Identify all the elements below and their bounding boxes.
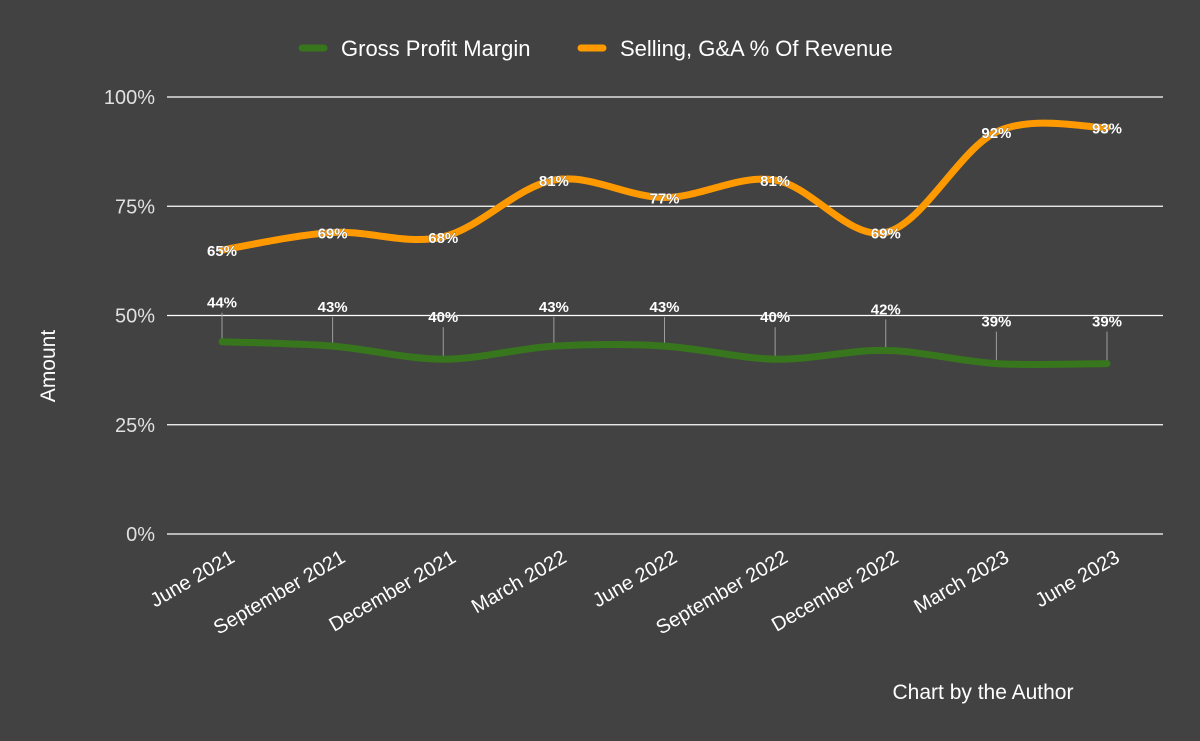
data-label: 81% (539, 173, 569, 190)
data-labels: 44% 43% 40% 43% 43% 40% 42% 39% 39% 65% 69% 68% 81% 7… (207, 120, 1123, 331)
data-label: 69% (318, 225, 348, 242)
series-line-0 (218, 338, 1111, 369)
y-tick-label: 0% (126, 524, 155, 546)
chart-credit: Chart by the Author (893, 681, 1074, 704)
data-label: 93% (1092, 121, 1122, 138)
data-label: 42% (871, 301, 901, 318)
data-label: 43% (649, 299, 679, 316)
data-label: 81% (760, 173, 790, 190)
data-label: 69% (871, 225, 901, 242)
y-tick-label: 50% (115, 306, 155, 328)
series-lines (218, 119, 1111, 369)
data-label: 43% (318, 299, 348, 316)
data-label: 77% (649, 191, 679, 208)
data-label: 39% (1092, 314, 1122, 331)
data-label: 43% (539, 299, 569, 316)
y-axis-label: Amount (37, 330, 60, 403)
legend-label-0: Gross Profit Margin (341, 36, 531, 61)
y-tick-label: 100% (104, 87, 155, 109)
gridlines (167, 96, 1163, 535)
data-label: 40% (760, 309, 790, 326)
data-label: 39% (981, 314, 1011, 331)
label-leader-lines (221, 312, 1108, 364)
data-label: 68% (428, 230, 458, 247)
series-line-1 (218, 119, 1111, 254)
y-tick-label: 25% (115, 415, 155, 437)
y-axis-ticks: 0% 25% 50% 75% 100% (104, 87, 155, 546)
data-label: 44% (207, 295, 237, 312)
data-label: 65% (207, 243, 237, 260)
data-label: 40% (428, 309, 458, 326)
legend-label-1: Selling, G&A % Of Revenue (620, 36, 893, 61)
data-label: 92% (981, 125, 1011, 142)
y-tick-label: 75% (115, 196, 155, 218)
legend: Gross Profit Margin Selling, G&A % Of Rev… (298, 36, 893, 61)
